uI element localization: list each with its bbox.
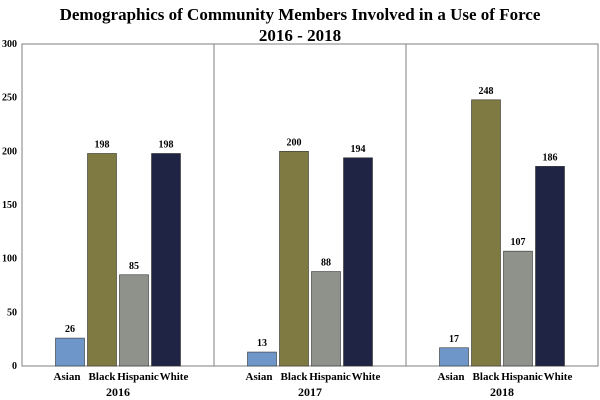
data-label: 198 [159, 139, 174, 150]
data-label: 198 [95, 139, 110, 150]
data-label: 85 [129, 261, 139, 272]
category-label: Asian [438, 371, 465, 383]
bar [247, 351, 277, 367]
category-label: Asian [54, 371, 81, 383]
y-tick-label: 250 [2, 93, 17, 104]
category-label: Hispanic [309, 371, 351, 383]
category-label: Asian [246, 371, 273, 383]
bar [311, 271, 341, 367]
data-label: 194 [351, 144, 366, 155]
chart-title-line-1: Demographics of Community Members Involv… [59, 5, 541, 24]
data-label: 107 [511, 237, 526, 248]
bar [535, 166, 565, 367]
bar [439, 347, 469, 367]
group-label: 2016 [106, 385, 130, 399]
data-label: 248 [479, 86, 494, 97]
bar [119, 274, 149, 367]
bar [87, 153, 117, 367]
data-label: 17 [449, 334, 459, 345]
data-label: 26 [65, 324, 75, 335]
bar [471, 99, 501, 367]
category-label: Hispanic [117, 371, 159, 383]
category-label: White [160, 371, 189, 383]
category-label: Black [281, 371, 309, 383]
chart-title: Demographics of Community Members Involv… [0, 4, 600, 46]
category-label: Black [473, 371, 501, 383]
y-tick-label: 200 [2, 146, 17, 157]
plot-frame [21, 43, 599, 367]
bar [55, 337, 85, 367]
y-tick-label: 100 [2, 254, 17, 265]
data-label: 200 [287, 137, 302, 148]
data-label: 186 [543, 152, 558, 163]
bar [279, 151, 309, 367]
bar [151, 153, 181, 367]
category-label: White [544, 371, 573, 383]
chart-title-line-2: 2016 - 2018 [258, 26, 342, 45]
bar [343, 157, 373, 367]
data-label: 88 [321, 258, 331, 269]
data-label: 13 [257, 338, 267, 349]
y-tick-label: 150 [2, 200, 17, 211]
y-tick-label: 50 [7, 307, 17, 318]
y-tick-label: 0 [12, 361, 17, 372]
category-label: White [352, 371, 381, 383]
y-tick-label: 300 [2, 39, 17, 50]
category-label: Hispanic [501, 371, 543, 383]
group-label: 2018 [490, 385, 514, 399]
group-label: 2017 [298, 385, 322, 399]
category-label: Black [89, 371, 117, 383]
bar [503, 250, 533, 367]
